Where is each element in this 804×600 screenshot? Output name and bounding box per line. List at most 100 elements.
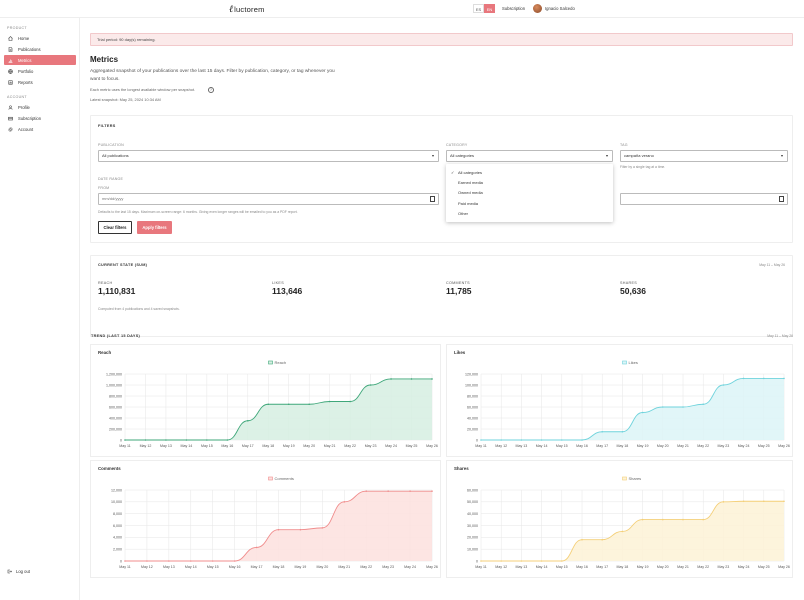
category-option[interactable]: Paid media <box>458 201 479 206</box>
sidebar-item-portfolio[interactable]: Portfolio <box>4 66 76 76</box>
main-content: Trial period: 90 day(s) remaining. Metri… <box>81 18 804 600</box>
category-option[interactable]: Earned media <box>458 180 483 185</box>
y-tick-label: 1,200,000 <box>106 372 122 376</box>
chart-card-reach: Reach Reach 0 200,000 400,000 600,000 800,000… <box>90 344 441 457</box>
series-area <box>125 491 432 561</box>
data-point <box>561 439 563 441</box>
top-bar: ℓ luctorem ES EN Subscription Ignacio Sa… <box>0 0 804 18</box>
sidebar-item-home[interactable]: Home <box>4 33 76 43</box>
language-en-button[interactable]: EN <box>484 4 495 13</box>
data-point <box>287 403 290 406</box>
calendar-icon[interactable] <box>430 196 435 202</box>
data-point <box>328 400 331 403</box>
x-tick-label: May 21 <box>677 444 689 448</box>
data-point <box>308 403 310 406</box>
data-point <box>247 419 249 422</box>
calendar-icon[interactable] <box>779 196 784 202</box>
category-label: CATEGORY <box>446 143 468 147</box>
chart-svg: Shares 0 10,000 20,000 30,000 40,000 50,000 60,… <box>467 476 790 569</box>
x-tick-label: May 20 <box>657 444 669 448</box>
publication-select[interactable]: All publications ▾ <box>98 150 439 162</box>
category-option[interactable]: All categories <box>458 170 483 175</box>
tag-select-value: campaña verano <box>624 153 654 158</box>
y-tick-label: 10,000 <box>467 547 478 551</box>
language-switch: ES EN <box>473 4 495 13</box>
stat-value-comments: 11,785 <box>446 286 472 296</box>
x-tick-label: May 14 <box>536 565 548 569</box>
sidebar-item-profile[interactable]: Profile <box>4 102 76 112</box>
sidebar-item-account[interactable]: Account <box>4 124 76 134</box>
logout-button[interactable]: Log out <box>7 569 30 574</box>
info-icon[interactable]: ? <box>208 87 214 93</box>
y-tick-label: 40,000 <box>467 512 478 516</box>
data-point <box>321 527 324 529</box>
data-point <box>621 530 624 533</box>
sidebar-item-publications[interactable]: Publications <box>4 44 76 54</box>
y-tick-label: 800,000 <box>109 394 122 398</box>
sidebar-item-label: Reports <box>18 79 33 85</box>
tag-select[interactable]: campaña verano ▾ <box>620 150 788 162</box>
data-point <box>211 560 214 562</box>
data-point <box>500 560 502 562</box>
data-point <box>702 403 704 406</box>
category-select[interactable]: All categories ▾ <box>446 150 613 162</box>
data-point <box>702 518 704 521</box>
y-tick-label: 60,000 <box>467 488 478 492</box>
x-tick-label: May 26 <box>778 444 790 448</box>
report-icon <box>7 79 14 86</box>
to-date-input[interactable] <box>620 193 788 205</box>
stat-value-reach: 1,110,831 <box>98 286 136 296</box>
apply-filters-button[interactable]: Apply filters <box>137 221 172 234</box>
x-tick-label: May 11 <box>119 565 131 569</box>
chevron-down-icon: ▾ <box>780 153 783 158</box>
data-point <box>226 439 229 441</box>
subscription-link[interactable]: Subscription <box>502 6 526 11</box>
tag-hint: Filter by a single tag at a time. <box>620 165 666 169</box>
y-tick-label: 120,000 <box>465 372 478 376</box>
x-tick-label: May 17 <box>596 565 608 569</box>
clear-filters-button[interactable]: Clear filters <box>98 221 132 234</box>
current-state-card: CURRENT STATE (SUM) May 11 – May 26 REAC… <box>90 255 793 337</box>
trial-banner: Trial period: 90 day(s) remaining. <box>90 33 793 46</box>
legend-label: Comments <box>275 476 294 481</box>
avatar[interactable] <box>533 4 542 13</box>
x-tick-label: May 24 <box>404 565 416 569</box>
globe-icon <box>7 68 14 75</box>
data-point <box>431 490 433 492</box>
x-tick-label: May 18 <box>273 565 285 569</box>
data-point <box>783 500 785 503</box>
y-tick-label: 6,000 <box>113 524 122 528</box>
sidebar-item-reports[interactable]: Reports <box>4 77 76 87</box>
sidebar-item-metrics[interactable]: Metrics <box>4 55 76 65</box>
x-tick-label: May 22 <box>697 565 709 569</box>
chart-svg: Comments 0 2,000 4,000 6,000 8,000 10,000 12,00… <box>111 476 438 569</box>
page-note: Each metric uses the longest available w… <box>90 87 196 92</box>
chart-card-comments: Comments Comments 0 2,000 4,000 6,000 8,000 10… <box>90 460 441 578</box>
language-es-button[interactable]: ES <box>473 4 484 13</box>
y-tick-label: 0 <box>120 438 122 442</box>
y-tick-label: 30,000 <box>467 524 478 528</box>
data-point <box>641 518 644 521</box>
x-tick-label: May 18 <box>262 444 274 448</box>
data-point <box>185 439 188 441</box>
data-point <box>480 560 482 562</box>
category-option[interactable]: Owned media <box>458 190 483 195</box>
sidebar-item-subscription[interactable]: Subscription <box>4 113 76 123</box>
data-point <box>369 384 372 386</box>
x-tick-label: May 26 <box>426 565 438 569</box>
data-point <box>520 439 523 441</box>
y-tick-label: 400,000 <box>109 416 122 420</box>
data-point <box>540 439 543 441</box>
category-option[interactable]: Other <box>458 211 469 216</box>
user-name[interactable]: Ignacio Salcedo <box>545 6 575 11</box>
x-tick-label: May 26 <box>778 565 790 569</box>
y-tick-label: 600,000 <box>109 405 122 409</box>
x-tick-label: May 23 <box>718 444 730 448</box>
brand-logo[interactable]: ℓ luctorem <box>229 3 265 15</box>
sidebar-item-label: Metrics <box>18 57 32 63</box>
home-icon <box>7 35 14 42</box>
chart-title: Reach <box>98 350 112 355</box>
data-point <box>189 560 192 562</box>
from-date-input[interactable]: mm/dd/yyyy <box>98 193 439 205</box>
x-tick-label: May 16 <box>229 565 241 569</box>
